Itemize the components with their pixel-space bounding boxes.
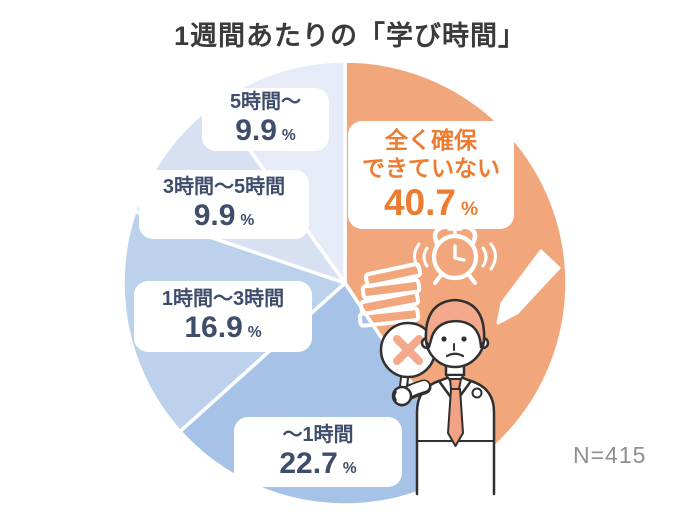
percent-sign: % [281,127,296,145]
sample-size-label: N=415 [573,442,647,468]
person-hair [424,298,486,349]
slice-label-1h-3h: 1時間〜3時間 16.9% [134,281,312,352]
slice-value: 9.9 [235,114,277,148]
books-icon [357,262,423,328]
percent-sign: % [247,324,262,342]
person-tie [449,378,462,390]
slice-label-none-secured: 全く確保 できていない 40.7% [348,121,514,229]
percent-sign: % [460,198,479,220]
slice-value: 16.9 [184,311,243,345]
person-illustration [379,298,496,496]
percent-sign: % [342,459,357,477]
slice-value: 9.9 [193,199,236,233]
percent-sign: % [240,212,255,230]
person-frown [445,352,465,358]
lapel-pin-icon [471,387,483,399]
slice-value: 22.7 [279,446,338,480]
slice-label-3h-5h: 3時間〜5時間 9.9% [139,170,309,239]
slice-label-under-1h: 〜1時間 22.7% [234,417,402,487]
page-title: 1週間あたりの「学び時間」 [173,21,526,51]
slice-label-over-5h: 5時間〜 9.9% [202,88,329,151]
person-hand [391,385,413,407]
pencil-icon [496,249,561,325]
slice-value: 40.7 [383,181,456,223]
person-tie-body [447,388,464,447]
